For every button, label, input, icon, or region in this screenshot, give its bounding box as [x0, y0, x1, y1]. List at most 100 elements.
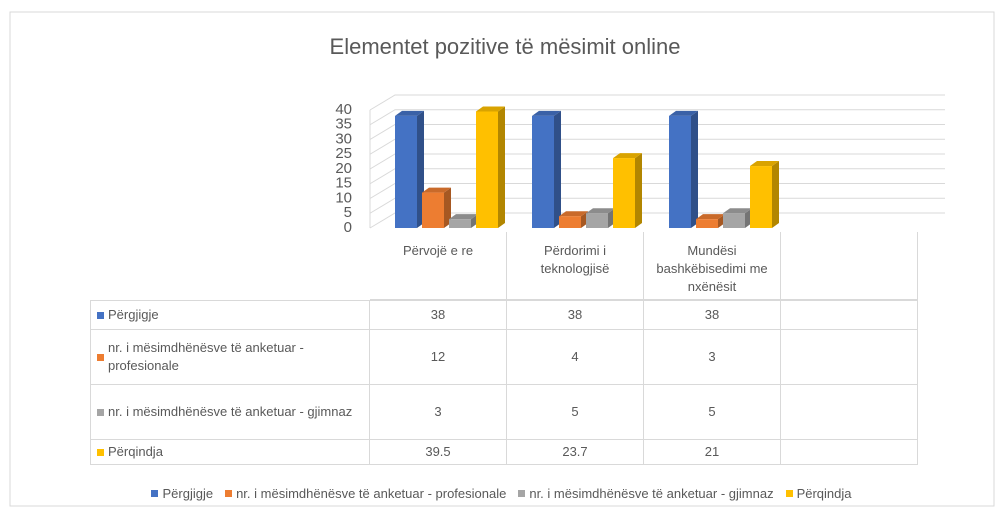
legend: Përgjigje nr. i mësimdhënësve të anketuar…: [0, 486, 1003, 501]
bar-front: [449, 219, 471, 228]
legend-label: Përqindja: [796, 486, 852, 501]
legend-label: Përgjigje: [162, 486, 214, 501]
y-tick-label: 0: [344, 219, 352, 236]
bar-side: [772, 161, 779, 228]
row-label: nr. i mësimdhënësve të anketuar - gjimna…: [90, 385, 370, 440]
chart-frame: [9, 11, 995, 507]
row-label-text: nr. i mësimdhënësve të anketuar - profes…: [108, 340, 304, 373]
table-cell: [781, 440, 918, 465]
bar-front: [476, 111, 498, 228]
category-label: Përdorimi i teknologjisë: [507, 232, 644, 300]
bar: [559, 211, 588, 228]
swatch: [97, 353, 104, 361]
bar-front: [750, 166, 772, 228]
bar-side: [554, 110, 561, 228]
table-cell: 3: [644, 330, 781, 385]
table-cell: 23.7: [507, 440, 644, 465]
bar-front: [422, 192, 444, 228]
row-label-text: nr. i mësimdhënësve të anketuar - gjimna…: [108, 404, 353, 419]
row-label: Përqindja: [90, 440, 370, 465]
bar-top: [613, 153, 642, 159]
legend-swatch: [225, 490, 233, 497]
row-label: Përgjigje: [90, 300, 370, 330]
category-label: [781, 232, 918, 300]
legend-swatch: [518, 490, 526, 497]
bar: [422, 187, 451, 228]
bar-top: [395, 110, 424, 116]
bar: [586, 208, 615, 228]
bar-side: [498, 106, 505, 228]
y-tick-label: 5: [344, 204, 352, 221]
bar: [669, 110, 698, 228]
table-cell: [781, 330, 918, 385]
grid-line: [369, 94, 945, 111]
bar-front: [613, 158, 635, 228]
row-label-text: Përqindja: [108, 444, 163, 459]
bar-top: [476, 106, 505, 112]
y-tick-label: 30: [335, 130, 352, 147]
table-cell: [781, 300, 918, 330]
bar-top: [449, 214, 478, 220]
row-label: nr. i mësimdhënësve të anketuar - profes…: [90, 330, 370, 385]
bar-top: [750, 161, 779, 167]
y-tick-label: 25: [335, 145, 352, 162]
bar: [476, 106, 505, 228]
bar-front: [696, 219, 718, 228]
bar: [613, 153, 642, 228]
bar: [449, 214, 478, 228]
bar-side: [635, 153, 642, 228]
bar: [696, 214, 725, 228]
y-tick-label: 15: [335, 175, 352, 192]
table-cell: 38: [507, 300, 644, 330]
legend-item: nr. i mësimdhënësve të anketuar - profes…: [225, 486, 506, 501]
y-tick-label: 20: [335, 160, 352, 177]
row-label-text: Përgjigje: [108, 307, 159, 322]
table-cell: 4: [507, 330, 644, 385]
table-cell: 39.5: [370, 440, 507, 465]
y-tick-label: 10: [335, 189, 352, 206]
grid-line: [369, 109, 945, 126]
legend-label: nr. i mësimdhënësve të anketuar - profes…: [236, 486, 507, 501]
bar-top: [559, 211, 588, 217]
legend-item: Përqindja: [785, 486, 852, 501]
bar-front: [586, 213, 608, 228]
swatch: [97, 448, 104, 456]
legend-label: nr. i mësimdhënësve të anketuar - gjimna…: [529, 486, 774, 501]
legend-item: Përgjigje: [151, 486, 213, 501]
bar-front: [532, 115, 554, 228]
table-cell: 5: [507, 385, 644, 440]
y-tick-label: 40: [335, 101, 352, 118]
chart-title: Elementet pozitive të mësimit online: [330, 34, 681, 59]
bar: [750, 161, 779, 228]
table-cell: 5: [644, 385, 781, 440]
bar-side: [691, 110, 698, 228]
swatch: [97, 311, 104, 319]
bar-side: [444, 187, 451, 228]
table-cell: 3: [370, 385, 507, 440]
legend-swatch: [151, 490, 159, 497]
bar-top: [723, 208, 752, 214]
swatch: [97, 408, 104, 416]
bar-top: [532, 110, 561, 116]
table-cell: [781, 385, 918, 440]
table-cell: 38: [370, 300, 507, 330]
table-cell: 38: [644, 300, 781, 330]
category-label: Mundësi bashkëbisedimi me nxënësit: [644, 232, 781, 300]
bar-front: [395, 115, 417, 228]
legend-swatch: [785, 490, 793, 497]
bar-front: [559, 216, 581, 228]
bar: [532, 110, 561, 228]
bar-front: [723, 213, 745, 228]
bar-top: [586, 208, 615, 214]
bar: [395, 110, 424, 228]
y-tick-label: 35: [335, 116, 352, 133]
legend-item: nr. i mësimdhënësve të anketuar - gjimna…: [518, 486, 774, 501]
bar-top: [422, 187, 451, 193]
category-label: Përvojë e re: [370, 232, 507, 300]
table-cell: 21: [644, 440, 781, 465]
bar-top: [669, 110, 698, 116]
bar: [723, 208, 752, 228]
table-cell: 12: [370, 330, 507, 385]
